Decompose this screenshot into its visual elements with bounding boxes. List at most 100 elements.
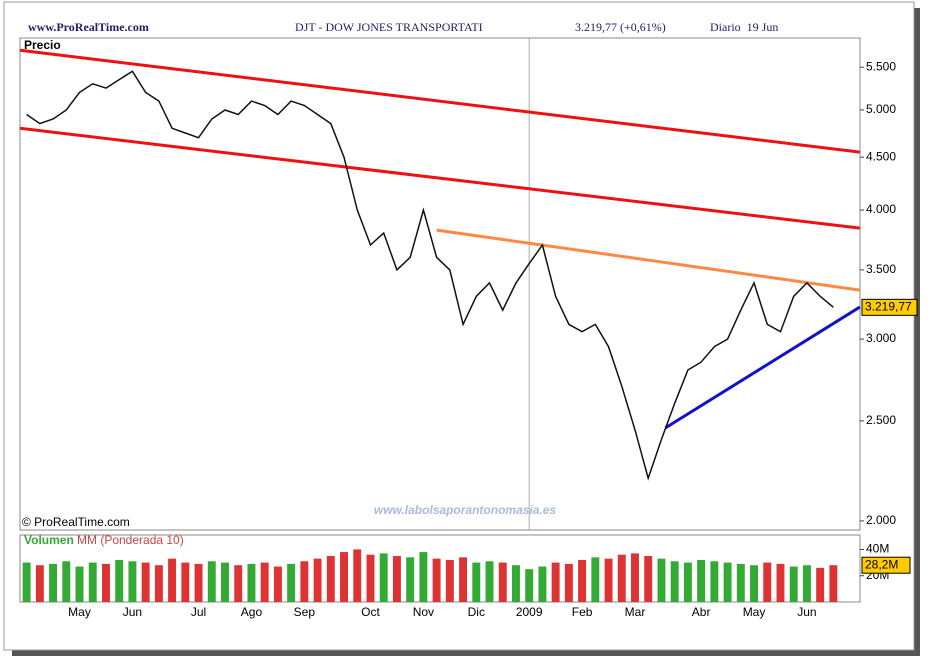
volume-bar <box>49 563 58 602</box>
volume-bar <box>35 565 44 602</box>
volume-bar <box>604 558 613 602</box>
volume-bar <box>221 562 229 602</box>
volume-bar <box>578 559 587 602</box>
volume-bar <box>829 565 838 602</box>
volume-bar <box>168 558 177 602</box>
y-tick-label: 2.000 <box>866 513 896 527</box>
title: DJT - DOW JONES TRANSPORTATI <box>295 20 483 34</box>
volume-bar <box>498 562 507 602</box>
x-tick-label: May <box>743 605 766 619</box>
volume-bar <box>207 561 216 602</box>
y-tick-label: 3.000 <box>866 331 896 345</box>
volume-bar <box>88 562 97 602</box>
watermark: www.labolsaporantonomasia.es <box>374 503 557 517</box>
trendline <box>19 48 861 154</box>
volume-bar <box>750 565 758 602</box>
volume-bar <box>287 563 296 602</box>
ma-label: MM (Ponderada 10) <box>77 533 184 547</box>
last-price-box <box>861 298 918 316</box>
volume-bar <box>697 559 706 602</box>
x-tick-label: Ago <box>241 605 263 619</box>
volume-bar <box>115 559 124 602</box>
x-tick-label: Abr <box>692 605 711 619</box>
volume-bar <box>564 563 573 602</box>
y-tick-label: 2.500 <box>866 413 896 427</box>
volume-bar <box>102 563 110 602</box>
volume-bar <box>763 562 772 602</box>
y-tick-label: 5.000 <box>866 102 896 116</box>
x-tick-label: Mar <box>625 605 646 619</box>
y-tick-label: 3.500 <box>866 262 896 276</box>
volume-bar <box>472 562 481 602</box>
period: Diario 19 Jun <box>710 20 778 34</box>
volume-bar <box>512 565 520 602</box>
volume-bar <box>75 566 84 602</box>
volume-bar <box>776 563 785 602</box>
y-tick-label: 40M <box>866 542 889 556</box>
volume-bar <box>62 561 71 602</box>
volume-bar <box>326 556 335 602</box>
volume-bar <box>273 566 282 602</box>
volume-bar <box>485 561 494 602</box>
x-tick-label: Feb <box>572 605 593 619</box>
x-tick-label: Nov <box>413 605 434 619</box>
volume-bar <box>247 563 256 602</box>
quote: 3.219,77 (+0,61%) <box>575 20 666 34</box>
x-tick-label: Jun <box>797 605 816 619</box>
x-tick-label: May <box>68 605 91 619</box>
price-label: Precio <box>24 38 61 52</box>
volume-bar <box>313 558 322 602</box>
volume-bar <box>154 565 163 602</box>
copyright: © ProRealTime.com <box>22 515 130 529</box>
volume-bar <box>670 561 679 602</box>
volume-bar <box>128 561 137 602</box>
volume-bar <box>432 558 441 602</box>
x-tick-label: Sep <box>294 605 316 619</box>
x-tick-label: Jul <box>191 605 206 619</box>
volume-bar <box>141 562 150 602</box>
volume-bar <box>340 552 348 602</box>
volume-bar <box>617 554 626 602</box>
volume-bar <box>379 553 388 602</box>
volume-bar <box>419 552 428 602</box>
x-tick-label: 2009 <box>516 605 543 619</box>
volume-bar <box>366 554 375 602</box>
last-volume: 28,2M <box>865 557 898 571</box>
volume-bar <box>710 561 719 602</box>
volume-bar <box>591 557 600 602</box>
volume-label: Volumen <box>24 533 74 547</box>
price-line <box>26 70 834 481</box>
volume-bar <box>816 567 825 602</box>
volume-bar <box>300 561 309 602</box>
volume-bar <box>353 549 362 602</box>
volume-bar <box>260 562 269 602</box>
price-panel <box>19 37 861 531</box>
trendline <box>19 126 861 230</box>
volume-bar <box>538 566 547 602</box>
volume-bar <box>392 556 401 602</box>
volume-bar <box>459 557 468 602</box>
volume-bar <box>789 566 798 602</box>
last-volume-box <box>861 556 911 574</box>
volume-bar <box>181 562 190 602</box>
volume-bar <box>657 558 666 602</box>
y-tick-label: 4.500 <box>866 149 896 163</box>
x-tick-label: Dic <box>468 605 485 619</box>
volume-bar <box>683 562 692 602</box>
volume-bar <box>631 553 639 602</box>
last-price: 3.219,77 <box>865 300 912 314</box>
volume-bar <box>802 565 811 602</box>
y-tick-label: 5.500 <box>866 59 896 73</box>
volume-bar <box>194 563 203 602</box>
volume-bar <box>723 562 732 602</box>
volume-bar <box>551 562 560 602</box>
x-tick-label: Oct <box>361 605 380 619</box>
volume-bar <box>234 565 243 602</box>
volume-bar <box>445 559 454 602</box>
volume-bar <box>644 556 653 602</box>
trendline <box>436 228 861 292</box>
volume-bar <box>736 563 745 602</box>
site: www.ProRealTime.com <box>28 20 149 34</box>
